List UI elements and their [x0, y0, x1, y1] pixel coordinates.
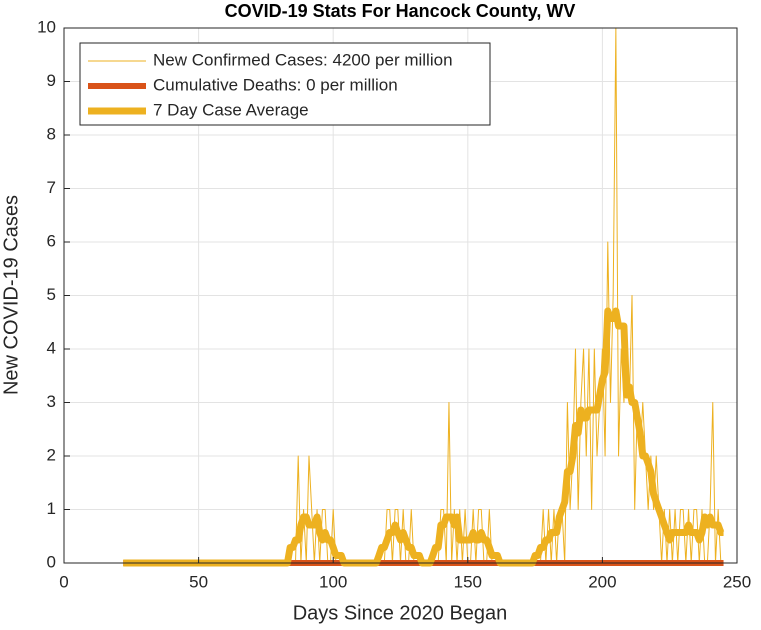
legend-label: 7 Day Case Average [153, 100, 309, 119]
y-tick-label: 6 [47, 231, 56, 250]
x-tick-label: 0 [59, 572, 68, 591]
y-tick-label: 5 [47, 285, 56, 304]
y-tick-label: 7 [47, 178, 56, 197]
x-tick-label: 100 [319, 572, 347, 591]
x-axis-label: Days Since 2020 Began [293, 602, 508, 624]
y-tick-label: 1 [47, 499, 56, 518]
y-tick-label: 3 [47, 392, 56, 411]
legend-label: Cumulative Deaths: 0 per million [153, 75, 398, 94]
y-axis-label: New COVID-19 Cases [0, 195, 22, 395]
y-tick-label: 10 [37, 17, 56, 36]
x-tick-label: 50 [189, 572, 208, 591]
y-tick-label: 2 [47, 445, 56, 464]
legend: New Confirmed Cases: 4200 per million Cum… [79, 42, 491, 126]
y-tick-label: 4 [47, 338, 56, 357]
legend-label: New Confirmed Cases: 4200 per million [153, 50, 453, 69]
x-tick-label: 250 [723, 572, 751, 591]
x-tick-label: 200 [588, 572, 616, 591]
y-tick-label: 8 [47, 124, 56, 143]
y-tick-label: 0 [47, 552, 56, 571]
chart-title: COVID-19 Stats For Hancock County, WV [225, 1, 576, 21]
legend-box [79, 42, 491, 126]
x-tick-label: 150 [454, 572, 482, 591]
y-tick-label: 9 [47, 71, 56, 90]
